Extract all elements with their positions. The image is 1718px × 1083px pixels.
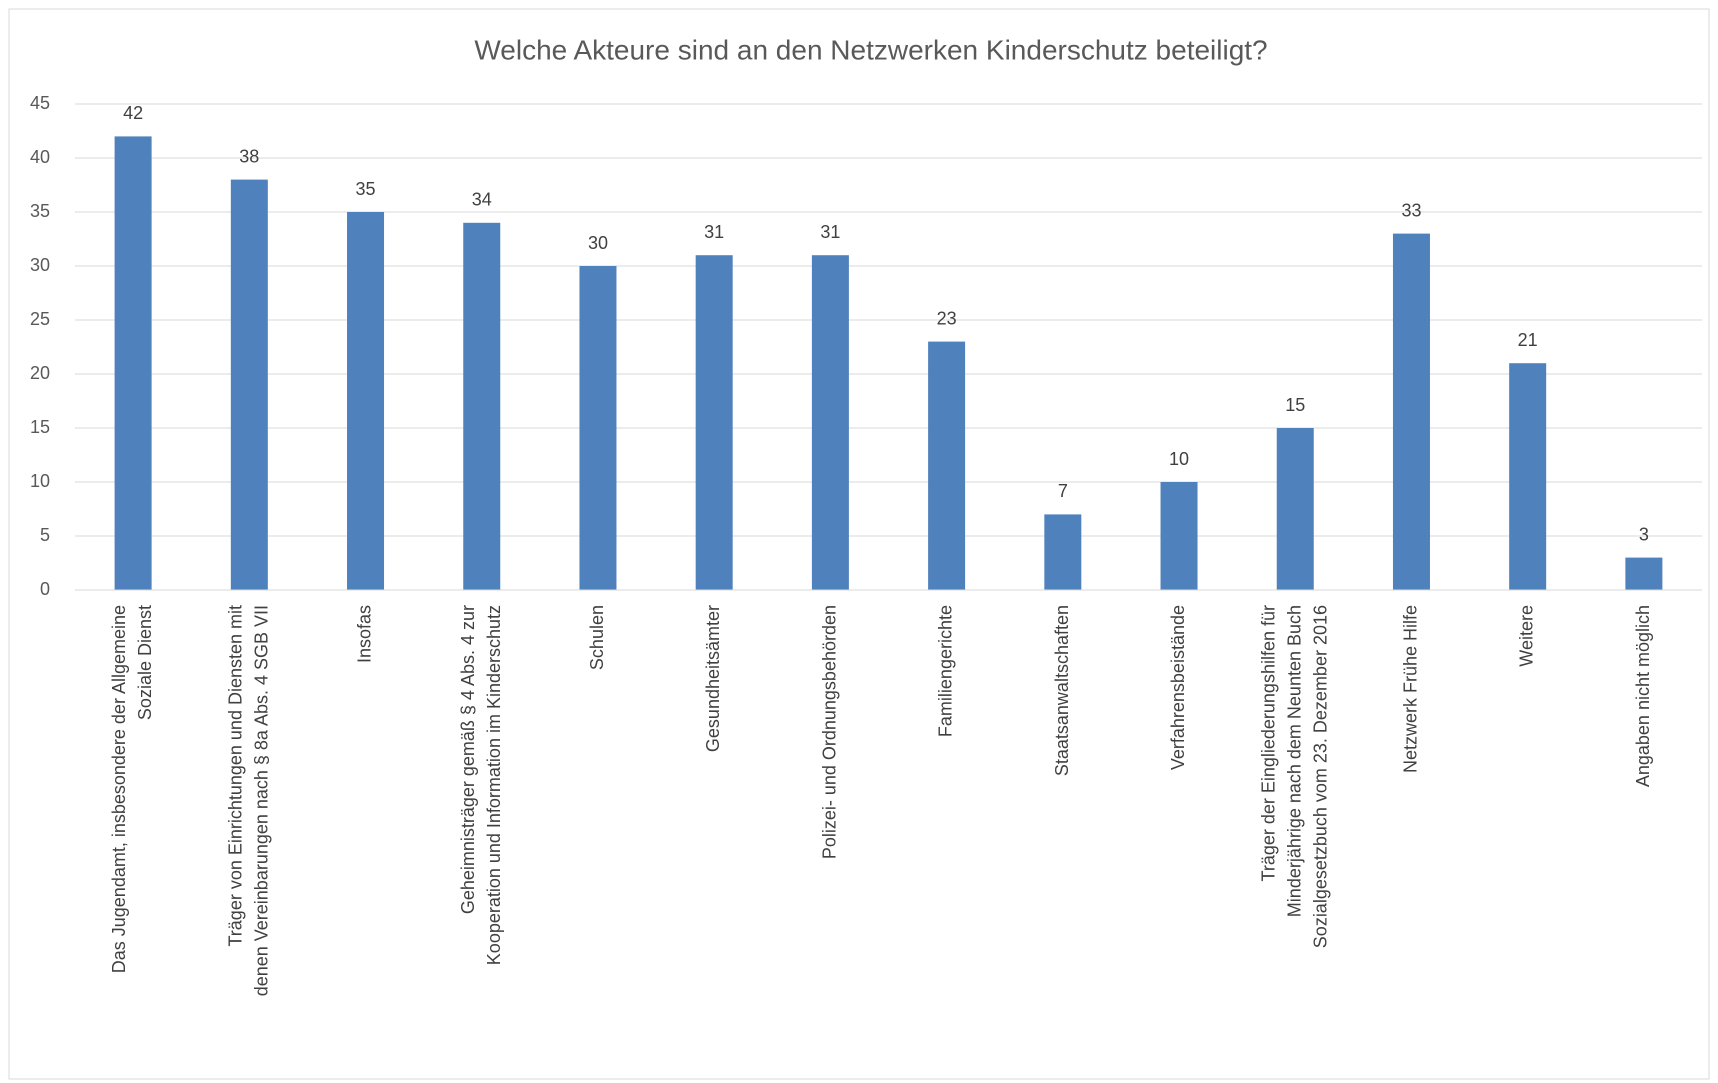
y-tick-label: 15 — [30, 417, 50, 437]
bar — [928, 341, 966, 590]
y-tick-label: 5 — [40, 525, 50, 545]
data-label: 23 — [937, 308, 957, 328]
x-tick-label: Staatsanwaltschaften — [1052, 605, 1072, 776]
x-tick-label-line: denen Vereinbarungen nach § 8a Abs. 4 SG… — [251, 605, 271, 996]
bar — [1625, 557, 1663, 590]
data-label: 34 — [472, 190, 492, 210]
data-label: 35 — [356, 179, 376, 199]
x-tick-label-line: Polizei- und Ordnungsbehörden — [819, 605, 839, 859]
y-tick-label: 30 — [30, 255, 50, 275]
x-tick-label-line: Das Jugendamt, insbesondere der Allgemei… — [109, 605, 129, 973]
bar — [1276, 428, 1314, 590]
bar — [811, 255, 849, 590]
x-tick-label: Familiengerichte — [935, 605, 955, 737]
x-tick-label: Träger von Einrichtungen und Diensten mi… — [225, 605, 271, 996]
x-tick-label-line: Soziale Dienst — [135, 605, 155, 720]
y-tick-label: 40 — [30, 147, 50, 167]
y-tick-label: 25 — [30, 309, 50, 329]
bar — [230, 179, 268, 590]
data-label: 31 — [820, 222, 840, 242]
x-tick-label: Netzwerk Frühe Hilfe — [1400, 605, 1420, 773]
bar — [463, 222, 501, 591]
bar — [1392, 233, 1430, 590]
x-tick-label-line: Sozialgesetzbuch vom 23. Dezember 2016 — [1310, 605, 1330, 948]
bar — [1509, 363, 1547, 590]
x-tick-label: Insofas — [354, 605, 374, 663]
bar — [347, 212, 385, 590]
data-label: 10 — [1169, 449, 1189, 469]
data-label: 38 — [239, 146, 259, 166]
data-label: 7 — [1058, 481, 1068, 501]
x-tick-label-line: Geheimnisträger gemäß § 4 Abs. 4 zur — [458, 605, 478, 914]
x-tick-label: Verfahrensbeistände — [1168, 605, 1188, 770]
x-tick-label: Polizei- und Ordnungsbehörden — [819, 605, 839, 859]
data-label: 21 — [1518, 330, 1538, 350]
bar — [114, 136, 152, 590]
x-tick-label: Geheimnisträger gemäß § 4 Abs. 4 zur Koop… — [458, 605, 504, 965]
x-tick-label-line: Familiengerichte — [935, 605, 955, 737]
x-tick-label: Das Jugendamt, insbesondere der Allgemei… — [109, 605, 155, 973]
x-tick-label-line: Angaben nicht möglich — [1633, 605, 1653, 787]
chart-title: Welche Akteure sind an den Netzwerken Ki… — [474, 34, 1267, 65]
data-label: 42 — [123, 103, 143, 123]
data-label: 3 — [1639, 524, 1649, 544]
x-tick-label-line: Minderjährige nach dem Neunten Buch — [1284, 605, 1304, 917]
x-tick-label-line: Netzwerk Frühe Hilfe — [1400, 605, 1420, 773]
bar — [1160, 482, 1198, 590]
x-tick-label-line: Weitere — [1516, 605, 1536, 667]
bar — [579, 266, 617, 590]
y-tick-label: 45 — [30, 93, 50, 113]
x-tick-label-line: Insofas — [354, 605, 374, 663]
data-label: 30 — [588, 233, 608, 253]
y-tick-label: 20 — [30, 363, 50, 383]
x-tick-label-line: Verfahrensbeistände — [1168, 605, 1188, 770]
x-tick-label-line: Kooperation und Information im Kindersch… — [484, 605, 504, 965]
data-label: 31 — [704, 222, 724, 242]
x-tick-label-line: Schulen — [587, 605, 607, 670]
data-label: 15 — [1285, 395, 1305, 415]
data-label: 33 — [1401, 200, 1421, 220]
bar — [1044, 514, 1082, 590]
y-tick-label: 0 — [40, 579, 50, 599]
x-tick-label-line: Gesundheitsämter — [703, 605, 723, 752]
bar — [695, 255, 733, 590]
x-tick-label: Weitere — [1516, 605, 1536, 667]
x-tick-label-line: Träger von Einrichtungen und Diensten mi… — [225, 605, 245, 947]
x-tick-label-line: Träger der Eingliederungshilfen für — [1258, 605, 1278, 882]
x-tick-label: Angaben nicht möglich — [1633, 605, 1653, 787]
x-tick-label: Träger der Eingliederungshilfen für Minde… — [1258, 605, 1330, 948]
x-tick-label-line: Staatsanwaltschaften — [1052, 605, 1072, 776]
x-tick-label: Gesundheitsämter — [703, 605, 723, 752]
y-tick-label: 10 — [30, 471, 50, 491]
x-tick-label: Schulen — [587, 605, 607, 670]
y-tick-label: 35 — [30, 201, 50, 221]
